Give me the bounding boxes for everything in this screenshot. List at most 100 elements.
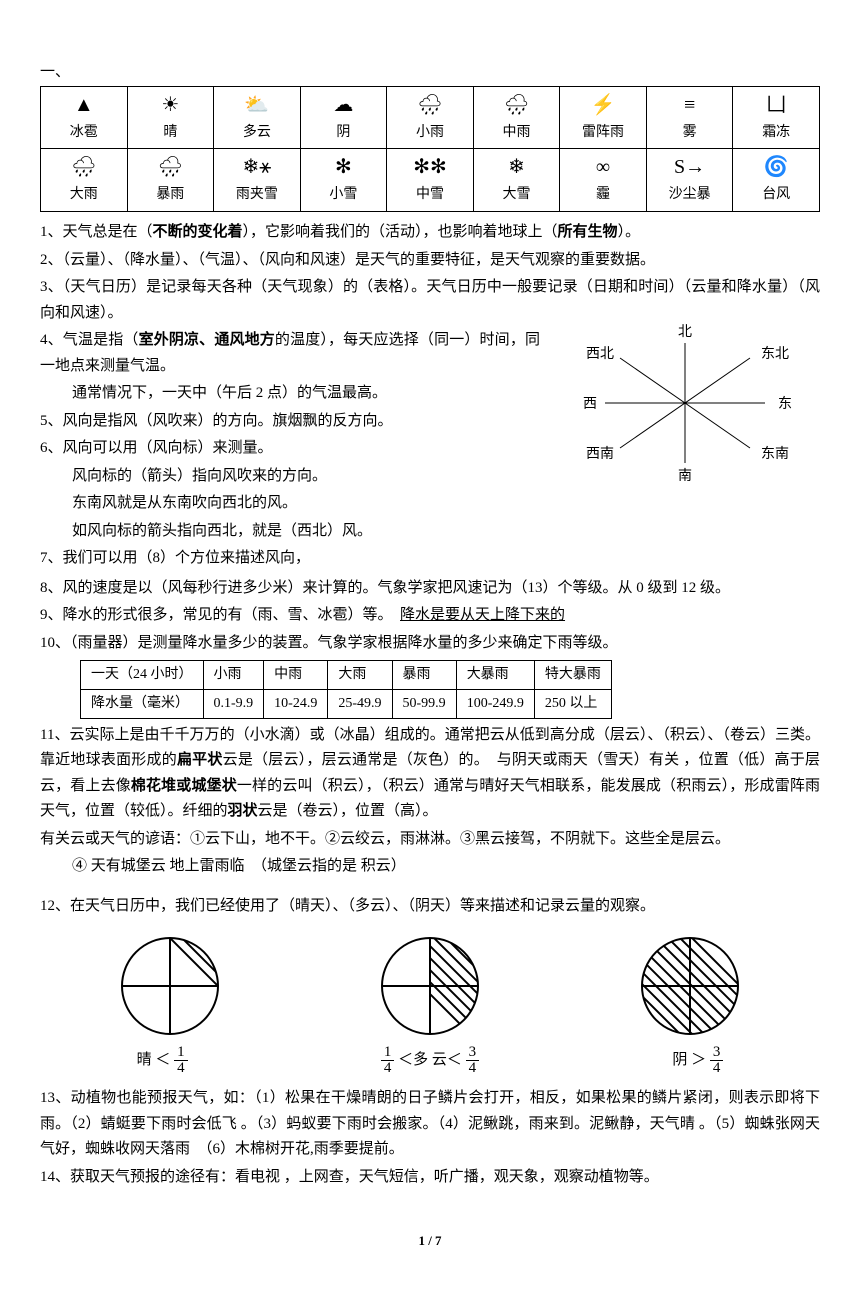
weather-label: 冰雹 — [41, 121, 127, 145]
table-header: 暴雨 — [392, 661, 456, 690]
weather-cell-heavysnow: ❄大雪 — [473, 149, 560, 212]
point-2: 2、（云量）、（降水量）、（气温）、（风向和风速）是天气的重要特征，是天气观察的… — [40, 248, 820, 274]
compass-nw: 西北 — [586, 346, 614, 362]
weather-cell-lightrain: 🌧小雨 — [387, 86, 474, 149]
point-6d: 如风向标的箭头指向西北，就是（西北）风。 — [40, 519, 820, 545]
label-overcast: 阴 ＞ 34 — [672, 1045, 723, 1076]
cloud-diagrams — [40, 931, 820, 1041]
compass-sw: 西南 — [586, 446, 614, 462]
weather-label: 大雪 — [474, 183, 560, 207]
weather-label: 晴 — [128, 121, 214, 145]
table-header: 小雨 — [203, 661, 264, 690]
frost-icon: 凵 — [733, 89, 819, 121]
table-cell: 50-99.9 — [392, 689, 456, 718]
section-number: 一、 — [40, 64, 70, 80]
compass-e: 东 — [778, 396, 792, 412]
fog-icon: ≡ — [647, 89, 733, 121]
point-11h: 有关云或天气的谚语：①云下山，地不干。②云绞云，雨淋淋。③黑云接驾，不阴就下。这… — [40, 827, 820, 853]
cloud-circle-cloudy — [375, 931, 485, 1041]
weather-cell-overcast: ☁阴 — [300, 86, 387, 149]
weather-cell-haze: ∞霾 — [560, 149, 647, 212]
compass-ne: 东北 — [761, 346, 789, 362]
weather-label: 大雨 — [41, 183, 127, 207]
weather-label: 台风 — [733, 183, 819, 207]
compass-diagram: 北 东北 东 东南 南 西南 西 西北 — [560, 318, 810, 497]
storm-icon: 🌧 — [128, 151, 214, 183]
heavyrain-icon: 🌧 — [41, 151, 127, 183]
cloud-circle-overcast — [635, 931, 745, 1041]
compass-s: 南 — [678, 468, 692, 484]
heavysnow-icon: ❄ — [474, 151, 560, 183]
weather-cell-cloudy: ⛅多云 — [214, 86, 301, 149]
table-cell: 25-49.9 — [328, 689, 392, 718]
rainfall-table: 一天（24 小时）小雨中雨大雨暴雨大暴雨特大暴雨 降水量（毫米）0.1-9.91… — [80, 660, 612, 719]
weather-cell-tstorm: ⚡雷阵雨 — [560, 86, 647, 149]
lightsnow-icon: ✻ — [301, 151, 387, 183]
weather-cell-modrain: 🌧中雨 — [473, 86, 560, 149]
weather-cell-modsnow: ✻✻中雪 — [387, 149, 474, 212]
label-sunny: 晴 ＜ 14 — [137, 1045, 188, 1076]
weather-label: 多云 — [214, 121, 300, 145]
table-row-label: 降水量（毫米） — [81, 689, 204, 718]
cloud-circle-sunny — [115, 931, 225, 1041]
weather-label: 阴 — [301, 121, 387, 145]
point-1: 1、天气总是在（不断的变化着），它影响着我们的（活动），也影响着地球上（所有生物… — [40, 220, 820, 246]
compass-w: 西 — [583, 397, 597, 412]
weather-cell-sunny: ☀晴 — [127, 86, 214, 149]
haze-icon: ∞ — [560, 151, 646, 183]
modrain-icon: 🌧 — [474, 89, 560, 121]
point-9: 9、降水的形式很多，常见的有（雨、雪、冰雹）等。 降水是要从天上降下来的 — [40, 603, 820, 629]
compass-n: 北 — [678, 324, 692, 340]
weather-cell-fog: ≡雾 — [646, 86, 733, 149]
table-header: 特大暴雨 — [534, 661, 611, 690]
weather-cell-lightsnow: ✻小雪 — [300, 149, 387, 212]
sunny-icon: ☀ — [128, 89, 214, 121]
weather-label: 沙尘暴 — [647, 183, 733, 207]
table-cell: 250 以上 — [534, 689, 611, 718]
table-header: 大暴雨 — [456, 661, 534, 690]
cloud-labels: 晴 ＜ 14 14 ＜多 云＜ 34 阴 ＞ 34 — [40, 1045, 820, 1076]
table-cell: 0.1-9.9 — [203, 689, 264, 718]
weather-cell-frost: 凵霜冻 — [733, 86, 820, 149]
weather-cell-sand: S→沙尘暴 — [646, 149, 733, 212]
weather-label: 霜冻 — [733, 121, 819, 145]
point-8: 8、风的速度是以（风每秒行进多少米）来计算的。气象学家把风速记为（13）个等级。… — [40, 576, 820, 602]
sand-icon: S→ — [647, 151, 733, 183]
weather-label: 雨夹雪 — [214, 183, 300, 207]
weather-cell-storm: 🌧暴雨 — [127, 149, 214, 212]
weather-label: 雷阵雨 — [560, 121, 646, 145]
weather-label: 雾 — [647, 121, 733, 145]
point-13: 13、动植物也能预报天气，如：（1）松果在干燥晴朗的日子鳞片会打开，相反，如果松… — [40, 1086, 820, 1163]
modsnow-icon: ✻✻ — [387, 151, 473, 183]
weather-cell-hail: ▲冰雹 — [41, 86, 128, 149]
overcast-icon: ☁ — [301, 89, 387, 121]
weather-cell-typhoon: 🌀台风 — [733, 149, 820, 212]
typhoon-icon: 🌀 — [733, 151, 819, 183]
weather-label: 暴雨 — [128, 183, 214, 207]
weather-label: 中雪 — [387, 183, 473, 207]
tstorm-icon: ⚡ — [560, 89, 646, 121]
point-7: 7、我们可以用（8）个方位来描述风向， — [40, 546, 820, 572]
table-cell: 100-249.9 — [456, 689, 534, 718]
weather-label: 小雪 — [301, 183, 387, 207]
lightrain-icon: 🌧 — [387, 89, 473, 121]
compass-se: 东南 — [761, 446, 789, 462]
point-11: 11、云实际上是由千千万万的（小水滴）或（冰晶）组成的。通常把云从低到高分成（层… — [40, 723, 820, 825]
table-cell: 10-24.9 — [264, 689, 328, 718]
point-10: 10、（雨量器）是测量降水量多少的装置。气象学家根据降水量的多少来确定下雨等级。 — [40, 631, 820, 657]
point-14: 14、获取天气预报的途径有：看电视 ，上网查，天气短信，听广播，观天象，观察动植… — [40, 1165, 820, 1191]
point-11i: ④ 天有城堡云 地上雷雨临 （城堡云指的是 积云） — [40, 854, 820, 880]
weather-cell-sleet: ❄⚹雨夹雪 — [214, 149, 301, 212]
page-number: 1 / 7 — [40, 1230, 820, 1252]
weather-label: 霾 — [560, 183, 646, 207]
hail-icon: ▲ — [41, 89, 127, 121]
table-header: 一天（24 小时） — [81, 661, 204, 690]
weather-label: 小雨 — [387, 121, 473, 145]
table-header: 中雨 — [264, 661, 328, 690]
point-12: 12、在天气日历中，我们已经使用了（晴天）、（多云）、（阴天）等来描述和记录云量… — [40, 894, 820, 920]
weather-symbol-table: ▲冰雹☀晴⛅多云☁阴🌧小雨🌧中雨⚡雷阵雨≡雾凵霜冻 🌧大雨🌧暴雨❄⚹雨夹雪✻小雪… — [40, 86, 820, 213]
sleet-icon: ❄⚹ — [214, 151, 300, 183]
label-cloudy: 14 ＜多 云＜ 34 — [381, 1045, 479, 1076]
weather-label: 中雨 — [474, 121, 560, 145]
cloudy-icon: ⛅ — [214, 89, 300, 121]
